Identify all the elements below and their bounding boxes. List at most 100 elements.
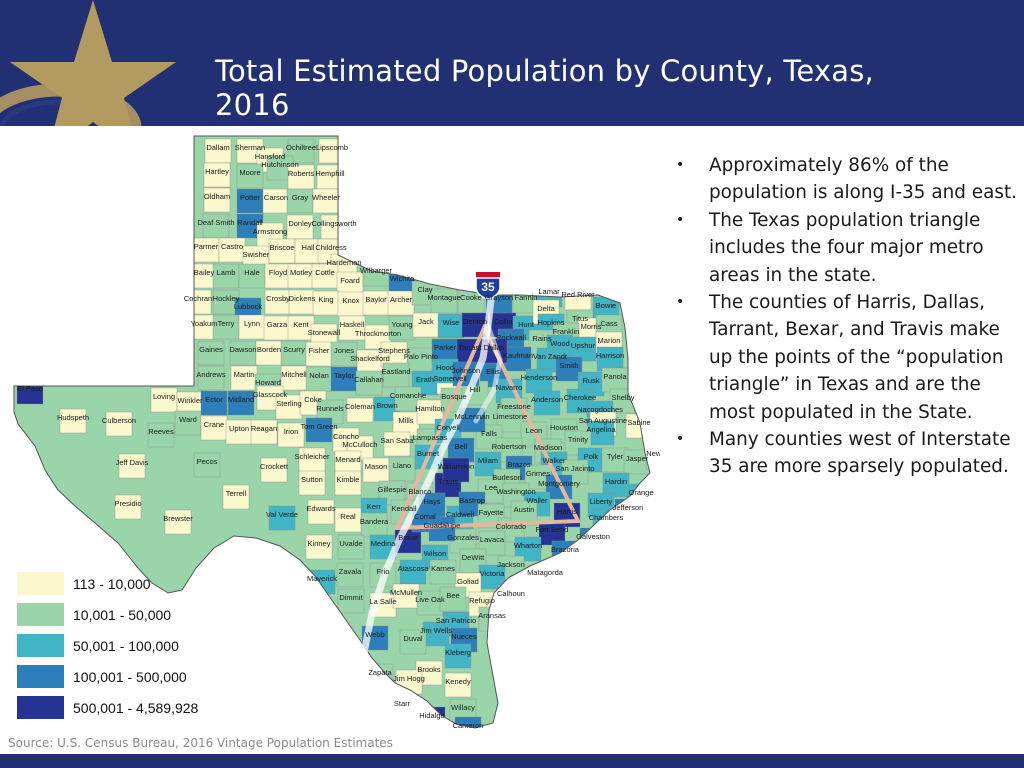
county-label: Rains bbox=[532, 334, 551, 343]
county-area bbox=[336, 562, 364, 588]
county-label: Gaines bbox=[199, 345, 223, 354]
county-label: Van Zandt bbox=[533, 352, 568, 361]
county-area bbox=[190, 263, 218, 289]
county-label: La Salle bbox=[369, 597, 396, 606]
county-label: Real bbox=[340, 512, 356, 521]
legend-item: 50,001 - 100,000 bbox=[17, 630, 257, 661]
county-label: King bbox=[318, 295, 333, 304]
county-label: Hansford bbox=[255, 152, 285, 161]
county-area bbox=[287, 164, 315, 190]
county-area bbox=[147, 422, 175, 448]
county-label: Castro bbox=[221, 242, 243, 251]
county-label: Baylor bbox=[365, 295, 387, 304]
county-label: Motley bbox=[290, 268, 312, 277]
county-label: Nacogdoches bbox=[577, 405, 623, 414]
county-label: Bee bbox=[446, 591, 459, 600]
county-label: Scurry bbox=[283, 345, 305, 354]
bullet-text: Approximately 86% of the population is a… bbox=[709, 155, 1018, 204]
county-area bbox=[356, 349, 384, 375]
county-label: Hopkins bbox=[537, 318, 564, 327]
county-label: Hunt bbox=[518, 320, 535, 329]
county-label: Lynn bbox=[244, 319, 260, 328]
county-label: Eastland bbox=[381, 367, 410, 376]
county-label: Milam bbox=[478, 456, 498, 465]
county-label: Mills bbox=[399, 416, 414, 425]
county-area bbox=[334, 470, 362, 496]
county-label: Aransas bbox=[478, 611, 506, 620]
county-area bbox=[118, 453, 146, 479]
legend: 113 - 10,000 10,001 - 50,000 50,001 - 10… bbox=[17, 568, 257, 723]
county-label: Duval bbox=[403, 634, 423, 643]
county-label: Caldwell bbox=[446, 510, 475, 519]
county-label: Wilson bbox=[424, 549, 447, 558]
county-label: Coleman bbox=[345, 402, 375, 411]
county-label: Chambers bbox=[589, 513, 624, 522]
county-label: Trinity bbox=[568, 435, 588, 444]
county-label: Colorado bbox=[496, 522, 526, 531]
county-label: Fannin bbox=[515, 293, 538, 302]
county-label: Stonewall bbox=[308, 328, 341, 337]
county-label: Nueces bbox=[451, 632, 477, 641]
county-label: Brewster bbox=[163, 514, 193, 523]
bullet-icon: • bbox=[676, 211, 685, 228]
county-area bbox=[193, 452, 221, 478]
county-label: Dickens bbox=[289, 294, 316, 303]
county-area bbox=[334, 507, 362, 533]
county-area bbox=[197, 365, 225, 391]
county-label: Throckmorton bbox=[355, 329, 401, 338]
county-label: Donley bbox=[288, 219, 312, 228]
county-area bbox=[442, 457, 470, 483]
legend-item: 10,001 - 50,000 bbox=[17, 599, 257, 630]
county-area bbox=[255, 340, 283, 366]
bullet-icon: • bbox=[676, 157, 685, 173]
county-label: Bosque bbox=[441, 392, 466, 401]
county-label: Jim Wells bbox=[420, 626, 452, 635]
county-label: El Paso bbox=[17, 384, 43, 393]
county-area bbox=[383, 431, 411, 457]
county-label: Winkler bbox=[177, 396, 203, 405]
county-label: Terrell bbox=[226, 489, 247, 498]
county-area bbox=[311, 263, 339, 289]
county-area bbox=[238, 263, 266, 289]
county-label: Potter bbox=[240, 193, 261, 202]
county-label: Schleicher bbox=[294, 452, 330, 461]
legend-swatch bbox=[17, 696, 64, 719]
county-label: Shackelford bbox=[350, 354, 390, 363]
county-label: Grimes bbox=[526, 469, 550, 478]
county-label: Jim Hogg bbox=[393, 674, 425, 683]
county-label: Brooks bbox=[417, 665, 441, 674]
county-label: Panola bbox=[603, 372, 627, 381]
county-label: Mason bbox=[365, 462, 388, 471]
county-label: Burnet bbox=[417, 449, 440, 458]
county-label: Anderson bbox=[531, 395, 563, 404]
county-label: San Patricio bbox=[436, 616, 476, 625]
county-area bbox=[437, 313, 465, 339]
county-area bbox=[204, 138, 232, 164]
county-label: Henderson bbox=[521, 373, 558, 382]
county-label: Lamb bbox=[217, 268, 236, 277]
county-label: Carson bbox=[264, 193, 288, 202]
county-label: Kinney bbox=[308, 539, 331, 548]
page-title: Total Estimated Population by County, Te… bbox=[215, 54, 874, 122]
county-label: Refugio bbox=[469, 596, 495, 605]
county-area bbox=[360, 512, 388, 538]
county-label: Cochran bbox=[184, 294, 212, 303]
county-label: Llano bbox=[393, 461, 411, 470]
county-label: Kendall bbox=[391, 504, 416, 513]
county-label: Garza bbox=[267, 320, 288, 329]
county-label: Ellis bbox=[486, 367, 500, 376]
county-label: Hood bbox=[436, 363, 454, 372]
county-area bbox=[407, 347, 435, 373]
county-label: Jack bbox=[418, 317, 434, 326]
county-area bbox=[218, 237, 246, 263]
county-area bbox=[236, 163, 264, 189]
county-label: Hall bbox=[302, 243, 315, 252]
bullet-text: The counties of Harris, Dallas, Tarrant,… bbox=[709, 292, 1004, 423]
county-label: Limestone bbox=[493, 412, 528, 421]
county-label: Blanco bbox=[409, 487, 432, 496]
county-label: Taylor bbox=[334, 371, 355, 380]
county-label: Moore bbox=[239, 168, 260, 177]
county-area bbox=[601, 447, 629, 473]
county-label: Terry bbox=[218, 319, 235, 328]
county-area bbox=[388, 456, 416, 482]
